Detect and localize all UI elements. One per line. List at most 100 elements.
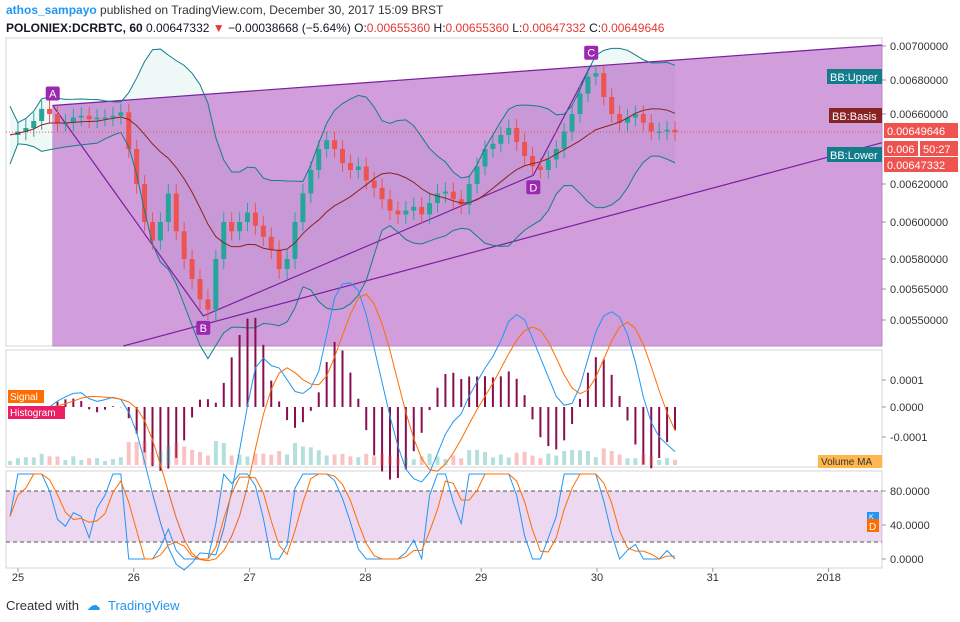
volume-bar [126,442,131,465]
pattern-point-marker [45,86,60,101]
volume-bar [8,461,12,465]
created-with-text: Created with [6,598,79,613]
bb-upper-line [9,47,676,183]
candle-body [284,259,290,269]
candle-body [70,117,76,123]
countdown-tag: 50:27 [923,144,951,156]
time-axis-label: 27 [243,572,255,584]
candle-body [355,166,361,170]
volume-bar [277,451,282,465]
volume-bar [198,452,202,465]
volume-bar [459,458,464,465]
pattern-point-label: B [200,323,207,335]
bb-basis-line [9,108,676,252]
time-axis-label: 30 [591,572,603,584]
pattern-lower-trendline [123,142,883,347]
symbol-label: POLONIEX:DCRBTC, 60 [6,21,143,35]
candle-body [165,193,171,222]
macd-axis-label: 0.0000 [890,402,924,414]
candle-body [189,259,195,279]
stoch-k-tag: K [869,514,874,521]
tradingview-link[interactable]: TradingView [108,598,180,613]
countdown-price-tag: 0.006 [887,144,915,156]
volume-bar [340,453,345,465]
signal-legend: Signal [10,392,38,403]
candle-body [276,249,282,269]
candle-body [474,166,480,184]
candle-body [181,231,187,259]
low-value: 0.00647332 [522,21,586,35]
candle-body [593,73,599,77]
publish-info: athos_sampayo published on TradingView.c… [6,3,443,17]
volume-bar [190,450,195,465]
macd-panel-border [5,349,883,468]
candle-body [260,225,266,237]
volume-bar [467,450,472,465]
candle-body [110,115,116,118]
volume-bar [578,450,582,465]
volume-bar [316,450,321,465]
volume-bar [221,443,226,465]
candle-body [411,206,417,211]
volume-bar [150,452,155,465]
volume-bar [158,451,163,465]
volume-bar [31,457,36,465]
volume-bar [633,458,638,465]
volume-bar [593,457,598,465]
volume-bar [213,441,218,465]
histogram-legend-bg [8,406,65,419]
candle-body [545,159,551,170]
candle-body [268,236,274,250]
candle-body [442,191,448,194]
candle-body [237,222,243,232]
volume-bar [538,458,543,465]
volume-bar [348,456,353,465]
candle-body [31,121,37,128]
stoch-axis-label: 80.0000 [890,486,930,498]
price-axis-label: 0.00680000 [890,75,948,87]
author-link[interactable]: athos_sampayo [6,3,97,17]
price-axis-label: 0.00660000 [890,109,948,121]
last-price-tag-bg [884,123,958,138]
volume-bar [308,447,313,465]
volume-bar [39,453,44,465]
time-axis-label: 25 [12,572,24,584]
candle-body [561,131,567,149]
candle-body [656,131,662,133]
pattern-point-marker [584,45,599,60]
volume-bar [506,457,511,465]
volume-bar [649,456,654,465]
signal-legend-bg [8,390,44,403]
volume-bar [71,456,76,465]
candle-body [118,112,124,116]
volume-bar [103,461,107,465]
footer: Created with ☁ TradingView [6,597,180,614]
stoch-band-fill [6,491,882,542]
price-axis-label: 0.00550000 [890,315,948,327]
volume-bar [641,454,646,465]
pattern-upper-trendline [52,44,883,107]
pattern-point-marker [526,180,541,195]
down-arrow-icon: ▼ [212,21,225,35]
volume-bar [300,446,305,465]
candle-body [458,199,464,205]
time-axis-label: 28 [359,572,371,584]
symbol-bar: POLONIEX:DCRBTC, 60 0.00647332 ▼ −0.0003… [6,21,664,35]
volume-bar [665,458,670,465]
candle-body [640,114,646,123]
bb-basis-tag: BB:Basis [832,111,877,123]
price-panel-border [5,37,883,347]
stoch-axis-label: 0.0000 [890,554,924,566]
candle-body [490,143,496,149]
volume-bar [411,459,416,465]
candle-body [537,166,543,170]
signal-line [10,293,676,562]
volume-bar [293,443,297,465]
candle-body [300,193,306,222]
candle-body [150,222,155,241]
candle-body [625,117,630,123]
volume-bar [673,459,677,465]
volume-bar [142,441,147,465]
time-axis-label: 29 [475,572,487,584]
